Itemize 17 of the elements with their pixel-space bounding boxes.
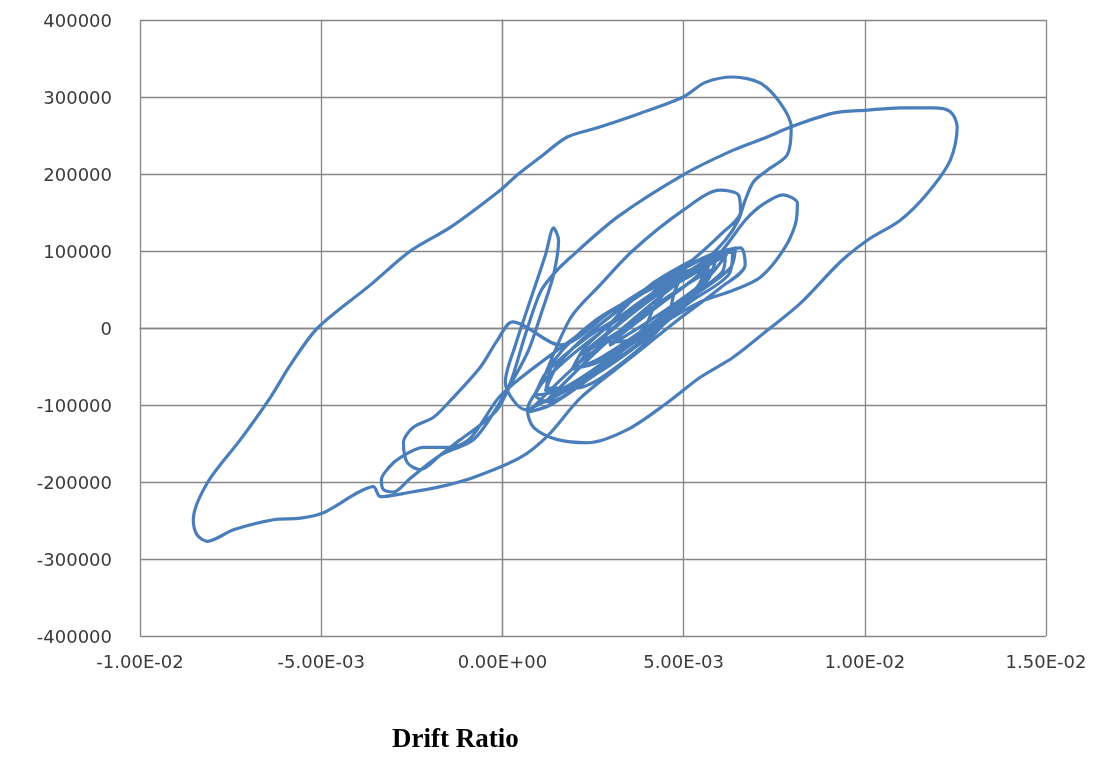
y-tick-label: -100000	[36, 394, 112, 416]
y-tick-label: 200000	[43, 163, 112, 185]
line-series	[191, 75, 959, 543]
x-tick-label: -5.00E-03	[277, 650, 365, 672]
x-tick-label: 1.50E-02	[1005, 650, 1087, 672]
y-tick-label: -200000	[36, 471, 112, 493]
x-tick-label: 5.00E-03	[643, 650, 725, 672]
x-tick-label: -1.00E-02	[96, 650, 184, 672]
x-tick-label: 0.00E+00	[457, 650, 548, 672]
y-tick-label: 300000	[43, 86, 112, 108]
x-axis-title: Drift Ratio	[392, 722, 519, 753]
y-tick-label: -400000	[36, 625, 112, 647]
y-tick-label: 0	[100, 317, 112, 339]
y-tick-label: 400000	[43, 9, 112, 31]
y-tick-label: -300000	[36, 548, 112, 570]
x-tick-label: 1.00E-02	[824, 650, 906, 672]
y-tick-label: 100000	[43, 240, 112, 262]
